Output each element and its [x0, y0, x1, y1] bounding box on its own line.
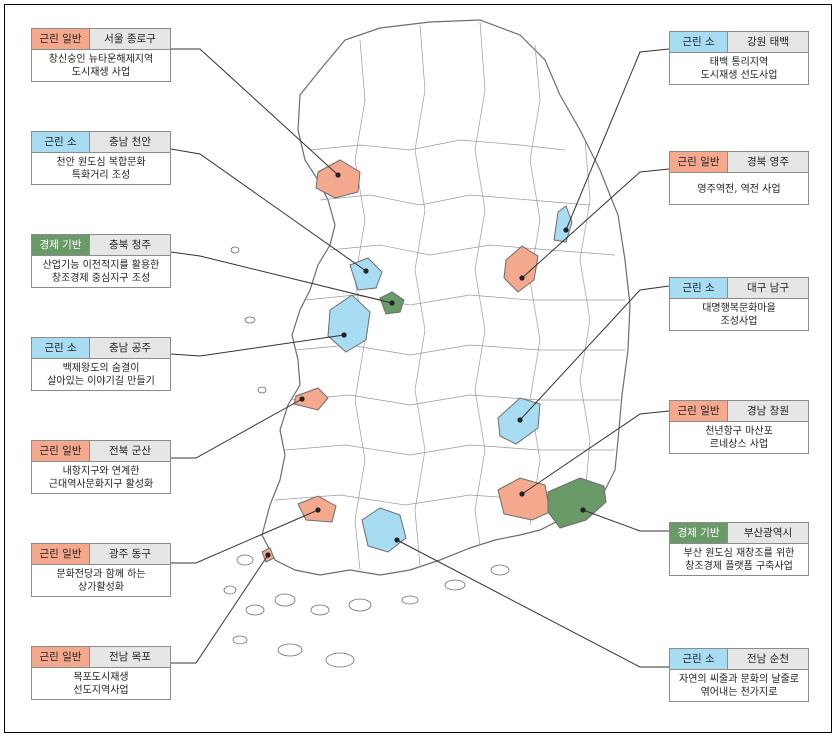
card-region: 대구 남구 — [728, 278, 808, 298]
card-region: 충북 청주 — [90, 235, 170, 255]
card-desc-line1: 영주역전, 역전 사업 — [697, 183, 781, 195]
card-region: 경북 영주 — [728, 152, 808, 172]
card-desc-line2: 도시재생 선도사업 — [700, 70, 778, 81]
card-region: 경남 창원 — [728, 401, 808, 421]
card-type: 근린 소 — [670, 278, 728, 298]
card-desc-line1: 태백 통리지역 — [709, 57, 769, 68]
card-desc-line1: 대명행복문화마을 — [702, 303, 776, 314]
region-taebaek — [553, 205, 573, 243]
card-desc-line1: 천안 원도심 복합문화 — [56, 157, 146, 168]
card-desc-line2: 도시재생 사업 — [71, 67, 131, 78]
leader-lines — [170, 48, 670, 668]
card-desc-line1: 자연의 씨줄과 문화의 날줄로 — [679, 674, 799, 685]
card-region: 충남 공주 — [90, 338, 170, 358]
card-desc-line1: 부산 원도심 재창조를 위한 — [683, 548, 795, 559]
card-type: 근린 소 — [32, 132, 90, 152]
card-type: 경제 기반 — [32, 235, 90, 255]
card-desc-line1: 창신숭인 뉴타운해제지역 — [48, 54, 154, 65]
card-type: 근린 일반 — [32, 544, 90, 564]
card-desc-line1: 백제왕도의 숨결이 — [62, 363, 140, 374]
region-cheonan — [349, 257, 383, 291]
card-region: 전남 순천 — [728, 649, 808, 669]
region-gongju — [327, 294, 371, 353]
figure-frame — [4, 4, 832, 733]
card-region: 전남 목포 — [90, 647, 170, 667]
card-desc-line2: 근대역사문화지구 활성화 — [48, 479, 154, 490]
leader-dots — [265, 172, 586, 558]
card-desc-line2: 조성사업 — [720, 316, 758, 327]
card-desc-line2: 창조경제 중심지구 조성 — [51, 273, 151, 284]
card-region: 강원 태백 — [728, 32, 808, 52]
mainland-outline — [261, 19, 631, 576]
card-region: 전북 군산 — [90, 441, 170, 461]
card-desc-line2: 선도지역사업 — [73, 685, 129, 696]
card-type: 근린 일반 — [32, 441, 90, 461]
card-gyeongbuk-yeongju: 근린 일반 경북 영주 영주역전, 역전 사업 — [669, 151, 809, 205]
region-yeongju — [503, 245, 539, 293]
card-type: 근린 일반 — [670, 401, 728, 421]
card-region: 광주 동구 — [90, 544, 170, 564]
card-desc-line2: 상가활성화 — [78, 582, 124, 593]
card-region: 충남 천안 — [90, 132, 170, 152]
card-desc-line2: 르네상스 사업 — [709, 439, 769, 450]
region-busan — [547, 477, 607, 529]
card-region: 서울 종로구 — [90, 29, 170, 49]
card-type: 근린 일반 — [32, 647, 90, 667]
card-desc-line1: 천년항구 마산포 — [705, 426, 773, 437]
card-region: 부산광역시 — [728, 523, 808, 543]
card-type: 근린 소 — [670, 649, 728, 669]
card-type: 근린 일반 — [670, 152, 728, 172]
card-desc-line1: 목포도시재생 — [73, 672, 129, 683]
card-type: 근린 소 — [32, 338, 90, 358]
card-desc-line2: 살아있는 이야기길 만들기 — [47, 376, 155, 387]
card-desc-line2: 창조경제 플랫폼 구축사업 — [685, 561, 793, 572]
islands — [223, 246, 510, 668]
card-desc-line1: 산업기능 이전적지를 활용한 — [42, 260, 160, 271]
card-desc-line2: 엮어내는 천가지로 — [700, 687, 778, 698]
region-gunsan — [293, 387, 329, 411]
region-jongno — [315, 159, 361, 199]
card-desc-line1: 내항지구와 연계한 — [62, 466, 140, 477]
card-desc-line1: 문화전당과 함께 하는 — [56, 569, 146, 580]
card-type: 근린 일반 — [32, 29, 90, 49]
card-desc-line2: 특화거리 조성 — [71, 170, 131, 181]
card-type: 경제 기반 — [670, 523, 728, 543]
card-type: 근린 소 — [670, 32, 728, 52]
